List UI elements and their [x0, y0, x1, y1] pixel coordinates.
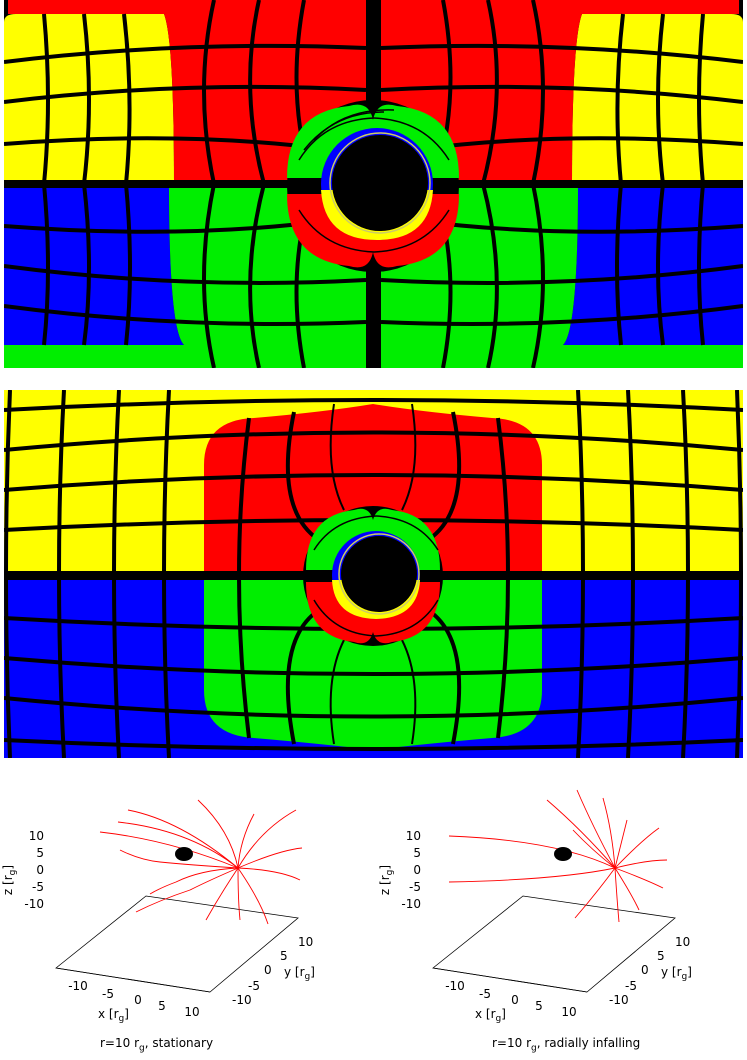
x-tick: -5: [102, 987, 114, 1001]
y-tick: 5: [657, 949, 665, 963]
y-tick: -10: [232, 993, 252, 1007]
x-tick: 10: [561, 1005, 576, 1019]
x-axis-label: x [rg]: [98, 1007, 129, 1024]
y-axis-label: y [rg]: [661, 965, 692, 982]
trajectory-plot-stationary: 10 5 0 -5 -10 z [rg] -10 -5 0 5 10 x [rg…: [0, 770, 370, 1060]
caption-infalling: r=10 rg, radially infalling: [492, 1036, 641, 1054]
x-axis-label: x [rg]: [475, 1007, 506, 1024]
x-tick: 5: [535, 999, 543, 1013]
caption-stationary: r=10 rg, stationary: [100, 1036, 214, 1054]
z-tick: -10: [401, 897, 421, 911]
z-tick: 5: [36, 846, 44, 860]
x-tick: 0: [134, 993, 142, 1007]
photon-trajectories: [99, 799, 303, 925]
x-tick: 5: [158, 999, 166, 1013]
z-tick: 10: [406, 829, 421, 843]
z-axis-label: z [rg]: [378, 865, 395, 895]
sky-map-infalling-svg: [4, 390, 743, 758]
z-tick: -5: [409, 880, 421, 894]
sky-map-stationary: [4, 0, 743, 368]
sky-map-stationary-svg: [4, 0, 743, 368]
trajectory-plot-infalling-svg: 10 5 0 -5 -10 z [rg] -10 -5 0 5 10 x [rg…: [378, 789, 692, 1024]
y-axis-label: y [rg]: [284, 965, 315, 982]
svg-text:z [rg]: z [rg]: [1, 865, 18, 895]
black-hole: [554, 847, 572, 861]
x-tick: -5: [479, 987, 491, 1001]
y-tick: -10: [609, 993, 629, 1007]
x-tick: 10: [184, 1005, 199, 1019]
x-tick: -10: [68, 979, 88, 993]
z-tick: -5: [32, 880, 44, 894]
trajectory-plot-stationary-svg: 10 5 0 -5 -10 z [rg] -10 -5 0 5 10 x [rg…: [1, 799, 315, 1024]
z-tick: -10: [24, 897, 44, 911]
z-tick: 10: [29, 829, 44, 843]
trajectory-plot-infalling: 10 5 0 -5 -10 z [rg] -10 -5 0 5 10 x [rg…: [377, 770, 747, 1060]
z-axis-label: z [rg]: [1, 865, 18, 895]
sky-map-infalling: [4, 390, 743, 758]
svg-text:z [rg]: z [rg]: [378, 865, 395, 895]
black-hole: [175, 847, 193, 861]
photon-trajectories: [448, 789, 668, 923]
y-tick: 10: [675, 935, 690, 949]
z-tick: 5: [413, 846, 421, 860]
y-tick: 10: [298, 935, 313, 949]
y-tick: 0: [641, 963, 649, 977]
y-tick: -5: [625, 979, 637, 993]
z-tick: 0: [36, 863, 44, 877]
x-tick: -10: [445, 979, 465, 993]
y-tick: 5: [280, 949, 288, 963]
y-tick: -5: [248, 979, 260, 993]
x-tick: 0: [511, 993, 519, 1007]
z-tick: 0: [413, 863, 421, 877]
y-tick: 0: [264, 963, 272, 977]
